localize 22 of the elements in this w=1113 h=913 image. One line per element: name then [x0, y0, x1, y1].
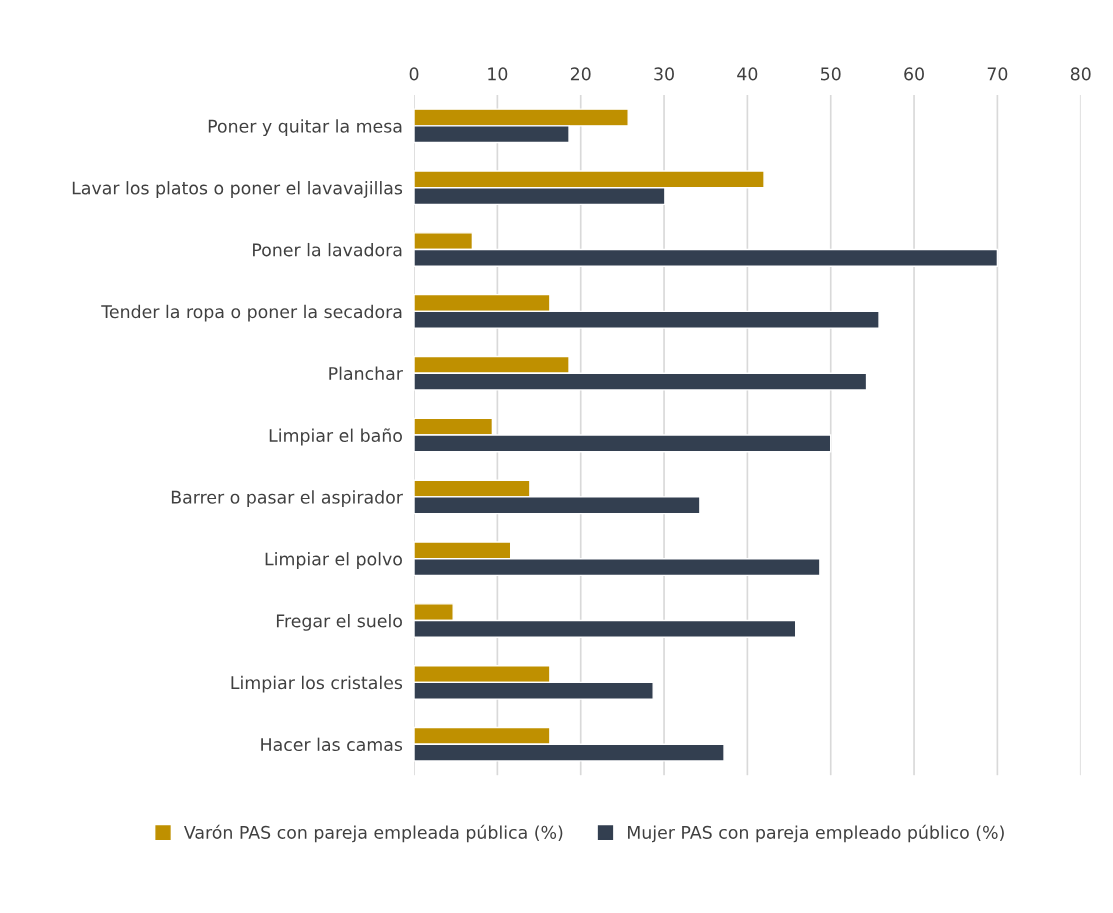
y-tick-label: Tender la ropa o poner la secadora	[101, 304, 402, 322]
x-tick-label: 50	[821, 67, 841, 81]
x-tick-label: 10	[488, 67, 508, 81]
x-tick-label: 60	[904, 67, 924, 81]
y-tick-label: Barrer o pasar el aspirador	[171, 490, 403, 508]
x-tick-label: 30	[654, 67, 674, 81]
x-tick-label: 0	[409, 67, 419, 81]
y-tick-label: Limpiar los cristales	[231, 675, 403, 693]
y-tick-label: Hacer las camas	[261, 737, 403, 752]
y-tick-label: Poner y quitar la mesa	[208, 119, 402, 137]
y-tick-label: Planchar	[329, 366, 403, 381]
legend-label: Varón PAS con pareja empleada pública (%)	[183, 824, 563, 843]
y-tick-label: Lavar los platos o poner el lavavajillas	[72, 181, 403, 198]
y-tick-label: Fregar el suelo	[276, 613, 402, 631]
x-tick-label: 70	[987, 67, 1008, 81]
y-tick-label: Poner la lavadora	[253, 242, 402, 257]
y-tick-label: Limpiar el polvo	[265, 552, 402, 569]
legend-label: Mujer PAS con pareja empleado público (%)	[628, 824, 1004, 843]
x-tick-label: 40	[737, 67, 758, 81]
x-tick-label: 80	[1070, 67, 1091, 81]
y-tick-label: Limpiar el baño	[269, 428, 402, 446]
x-tick-label: 20	[570, 67, 591, 81]
